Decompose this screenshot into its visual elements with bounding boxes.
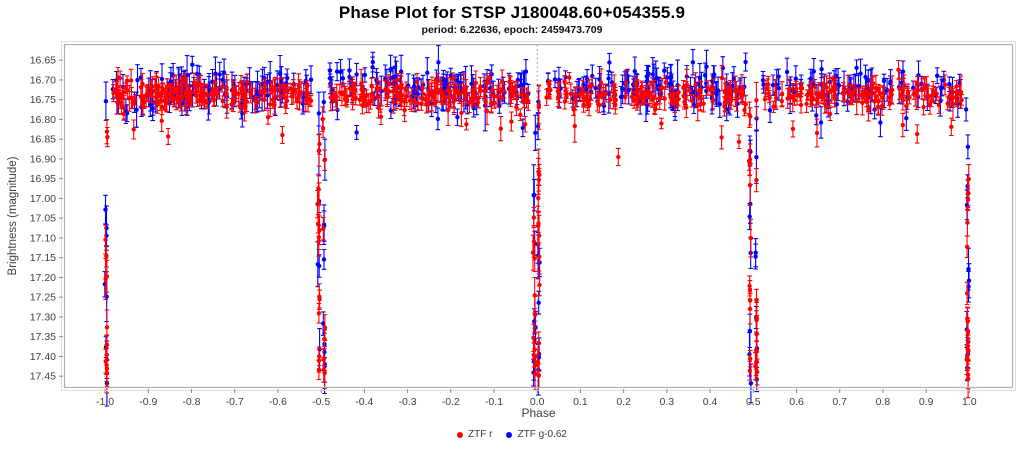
- points-ztf-r: [103, 67, 971, 381]
- x-tick-label: 0.9: [919, 396, 934, 408]
- y-tick-label: 16.95: [30, 173, 56, 185]
- legend-label-ztf-r: ZTF r: [468, 429, 493, 440]
- y-axis-label: Brightness (magnitude): [7, 156, 19, 276]
- x-tick-label: 0.6: [789, 396, 804, 408]
- y-tick-label: 17.35: [30, 331, 56, 343]
- ztf-r-marker-icon: [457, 431, 464, 438]
- x-tick-label: 0.7: [832, 396, 847, 408]
- legend-label-ztf-g: ZTF g-0.62: [517, 429, 567, 440]
- y-tick-label: 16.80: [30, 114, 56, 126]
- chart-subtitle: period: 6.22636, epoch: 2459473.709: [421, 24, 603, 36]
- y-tick-label: 17.15: [30, 252, 56, 264]
- y-tick-label: 17.20: [30, 272, 56, 284]
- y-tick-label: 17.10: [30, 232, 56, 244]
- x-tick-label: -0.2: [442, 396, 460, 408]
- x-tick-label: -0.6: [269, 396, 287, 408]
- x-tick-label: 0.4: [703, 396, 718, 408]
- x-tick-label: 1.0: [962, 396, 977, 408]
- x-tick-label: 0.0: [530, 396, 545, 408]
- x-tick-label: -0.7: [226, 396, 244, 408]
- y-tick-label: 17.45: [30, 371, 56, 383]
- ztf-g-marker-icon: [506, 431, 513, 438]
- legend: ZTF r ZTF g-0.62: [0, 429, 1024, 440]
- x-tick-label: -0.5: [312, 396, 330, 408]
- y-tick-label: 17.25: [30, 292, 56, 304]
- y-tick-label: 16.70: [30, 74, 56, 86]
- x-tick-label: 0.5: [746, 396, 761, 408]
- plot-border: [63, 43, 1014, 389]
- y-tick-label: 17.30: [30, 311, 56, 323]
- y-tick-label: 17.00: [30, 193, 56, 205]
- x-tick-label: 0.3: [660, 396, 675, 408]
- legend-item-ztf-g: ZTF g-0.62: [506, 429, 567, 440]
- legend-item-ztf-r: ZTF r: [457, 429, 492, 440]
- x-tick-label: -1.0: [96, 396, 114, 408]
- plot-outer-border: [61, 41, 1016, 391]
- y-tick-label: 17.05: [30, 213, 56, 225]
- x-tick-label: -0.3: [399, 396, 417, 408]
- x-tick-label: -0.9: [139, 396, 157, 408]
- x-tick-label: 0.1: [573, 396, 588, 408]
- axis-ticks: -1.0 -0.9 -0.8 -0.7 -0.6 -0.5 -0.4 -0.3 -0.2 -0.1…: [30, 55, 977, 408]
- y-tick-label: 16.65: [30, 55, 56, 67]
- x-axis-label: Phase: [521, 406, 556, 420]
- x-tick-label: 0.8: [876, 396, 891, 408]
- y-tick-label: 16.85: [30, 134, 56, 146]
- x-tick-label: 0.2: [616, 396, 631, 408]
- y-tick-label: 16.90: [30, 153, 56, 165]
- y-tick-label: 16.75: [30, 94, 56, 106]
- x-tick-label: -0.1: [485, 396, 503, 408]
- x-tick-label: -0.8: [182, 396, 200, 408]
- y-tick-label: 17.40: [30, 351, 56, 363]
- chart-title: Phase Plot for STSP J180048.60+054355.9: [338, 3, 686, 22]
- x-tick-label: -0.4: [355, 396, 373, 408]
